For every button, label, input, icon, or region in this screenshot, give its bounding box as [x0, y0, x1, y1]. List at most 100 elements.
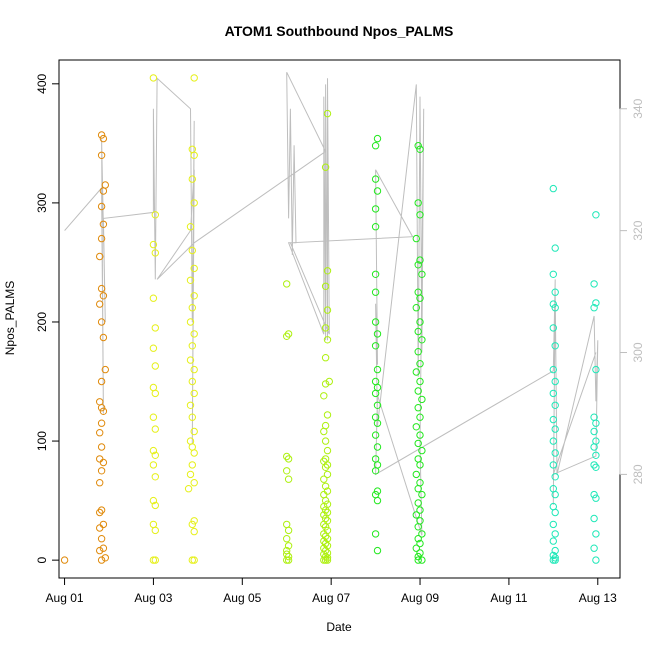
data-point — [551, 546, 559, 555]
data-point — [325, 377, 333, 386]
data-point — [151, 211, 160, 219]
data-point — [190, 389, 198, 398]
data-point — [186, 470, 195, 479]
y-right-tick-label: 300 — [631, 342, 645, 362]
x-axis-label: Date — [326, 620, 352, 634]
data-point — [284, 330, 293, 338]
data-point — [97, 377, 106, 386]
data-point — [551, 401, 559, 409]
series-1 — [60, 131, 110, 564]
data-point — [149, 74, 158, 82]
data-point — [371, 342, 380, 350]
data-point — [97, 151, 106, 160]
data-point — [551, 244, 559, 252]
data-point — [592, 463, 600, 471]
data-point — [592, 451, 600, 459]
data-point — [99, 134, 108, 143]
data-point — [321, 354, 330, 362]
data-point — [371, 205, 380, 213]
data-point — [323, 109, 332, 118]
data-point — [149, 344, 158, 352]
data-point — [418, 446, 426, 455]
data-point — [414, 439, 422, 448]
data-point — [320, 511, 328, 519]
data-point — [549, 461, 557, 469]
data-point — [186, 401, 195, 409]
data-point — [97, 284, 106, 293]
data-point — [284, 542, 293, 550]
data-point — [373, 187, 382, 195]
data-point — [549, 520, 557, 529]
data-point — [414, 485, 422, 493]
data-point — [99, 458, 108, 467]
data-point — [551, 425, 559, 433]
track-line — [64, 71, 599, 536]
data-point — [151, 526, 160, 535]
data-point — [186, 223, 195, 231]
data-point — [323, 535, 332, 543]
y-right-tick-label: 320 — [631, 220, 645, 240]
x-tick-label: Aug 03 — [134, 591, 172, 605]
data-point — [97, 556, 106, 564]
data-point — [320, 520, 328, 529]
data-point — [416, 506, 424, 514]
series-3 — [283, 109, 333, 564]
data-point — [418, 490, 426, 499]
data-point — [283, 556, 291, 564]
data-point — [96, 429, 104, 437]
data-point — [99, 544, 108, 552]
data-point — [549, 270, 557, 278]
data-point — [151, 324, 160, 332]
data-point — [590, 544, 598, 552]
data-point — [320, 392, 328, 400]
data-point — [190, 74, 198, 82]
data-point — [96, 252, 104, 261]
x-tick-label: Aug 09 — [401, 591, 439, 605]
data-point — [592, 419, 600, 427]
data-point — [373, 487, 382, 495]
data-point — [321, 523, 330, 531]
data-point — [590, 514, 598, 523]
data-point — [323, 470, 332, 479]
data-point — [549, 324, 557, 332]
data-point — [549, 184, 557, 193]
data-point — [284, 475, 293, 483]
data-point — [323, 556, 332, 564]
data-point — [549, 415, 557, 424]
data-point — [414, 535, 422, 543]
data-point — [373, 443, 382, 451]
data-point — [284, 455, 293, 463]
data-point — [101, 365, 110, 374]
data-point — [414, 404, 422, 412]
data-point — [97, 443, 106, 451]
data-point — [323, 554, 332, 562]
data-point — [590, 280, 598, 288]
x-tick-label: Aug 07 — [312, 591, 350, 605]
y-tick-label: 100 — [35, 431, 49, 451]
data-point — [99, 407, 108, 415]
data-point — [551, 449, 559, 457]
data-point — [321, 539, 330, 548]
data-point — [96, 300, 104, 308]
x-tick-label: Aug 01 — [46, 591, 84, 605]
x-tick-label: Aug 13 — [579, 591, 617, 605]
x-tick-label: Aug 05 — [223, 591, 261, 605]
data-point — [371, 389, 380, 398]
data-point — [371, 530, 380, 538]
data-point — [551, 490, 559, 499]
data-point — [412, 234, 420, 243]
data-point — [190, 427, 198, 436]
data-point — [321, 324, 330, 332]
data-point — [549, 389, 557, 398]
data-point — [551, 342, 559, 350]
data-point — [151, 362, 160, 370]
data-point — [371, 467, 380, 475]
data-point — [551, 556, 559, 564]
data-point — [373, 134, 382, 143]
data-point — [151, 425, 160, 433]
data-point — [412, 544, 420, 552]
data-point — [590, 461, 598, 469]
data-point — [96, 479, 104, 487]
data-point — [323, 446, 332, 455]
